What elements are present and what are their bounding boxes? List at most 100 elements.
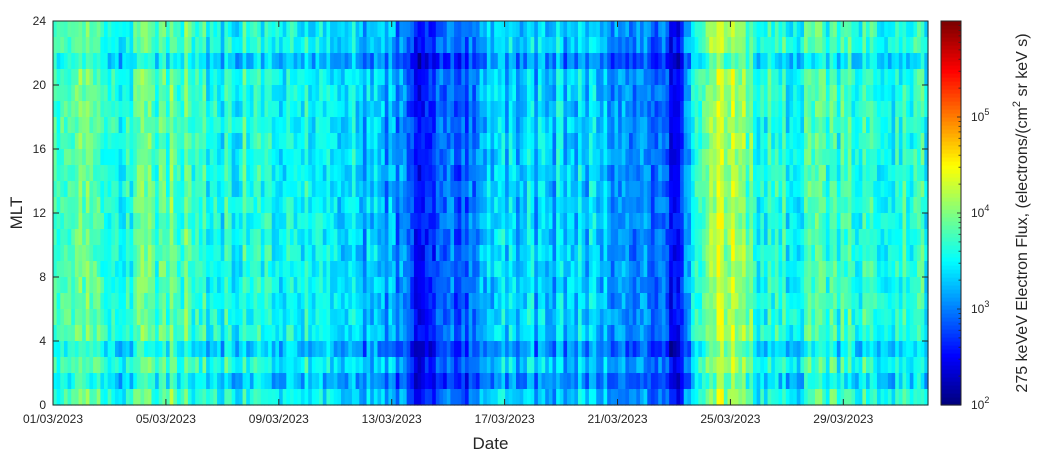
heatmap-cell [559, 85, 565, 102]
heatmap-cell [341, 245, 346, 262]
heatmap-cell [129, 21, 134, 38]
heatmap-cell [206, 165, 211, 182]
heatmap-cell [279, 117, 284, 134]
heatmap-cell [341, 133, 346, 150]
heatmap-cell [654, 117, 659, 134]
heatmap-cell [530, 37, 535, 54]
heatmap-cell [457, 37, 462, 54]
heatmap-cell [712, 229, 718, 246]
heatmap-cell [669, 373, 674, 390]
heatmap-cell [74, 213, 80, 230]
heatmap-cell [209, 37, 215, 54]
heatmap-cell [67, 181, 72, 198]
heatmap-cell [716, 341, 721, 358]
heatmap-cell [151, 293, 156, 310]
heatmap-cell [676, 357, 681, 374]
heatmap-cell [351, 181, 357, 198]
heatmap-cell [114, 101, 120, 118]
heatmap-cell [82, 373, 87, 390]
heatmap-cell [56, 165, 61, 182]
heatmap-cell [727, 229, 732, 246]
heatmap-cell [570, 261, 575, 278]
heatmap-cell [166, 261, 171, 278]
heatmap-cell [800, 21, 805, 38]
heatmap-cell [220, 101, 225, 118]
heatmap-cell [144, 197, 149, 214]
heatmap-cell [793, 53, 798, 70]
heatmap-cell [381, 69, 386, 86]
heatmap-cell [147, 21, 153, 38]
heatmap-cell [370, 389, 375, 406]
heatmap-cell [228, 389, 233, 406]
heatmap-cell [588, 53, 594, 70]
heatmap-cell [406, 213, 411, 230]
heatmap-cell [486, 181, 492, 198]
heatmap-cell [720, 309, 725, 326]
heatmap-cell [563, 117, 568, 134]
heatmap-cell [359, 325, 364, 342]
heatmap-cell [574, 357, 579, 374]
heatmap-cell [563, 53, 568, 70]
heatmap-cell [625, 293, 630, 310]
heatmap-cell [421, 373, 426, 390]
heatmap-cell [428, 389, 433, 406]
heatmap-cell [348, 373, 353, 390]
heatmap-cell [151, 357, 156, 374]
heatmap-cell [308, 261, 313, 278]
heatmap-cell [669, 325, 674, 342]
heatmap-cell [348, 341, 353, 358]
heatmap-cell [450, 165, 455, 182]
heatmap-cell [89, 69, 94, 86]
heatmap-cell [333, 293, 338, 310]
heatmap-cell [136, 245, 142, 262]
heatmap-cell [180, 325, 185, 342]
heatmap-cell [588, 37, 594, 54]
heatmap-cell [308, 149, 313, 166]
heatmap-cell [683, 389, 688, 406]
heatmap-cell [804, 245, 809, 262]
heatmap-cell [701, 357, 707, 374]
heatmap-cell [78, 133, 83, 150]
heatmap-cell [443, 117, 448, 134]
heatmap-cell [421, 53, 426, 70]
heatmap-cell [195, 277, 200, 294]
heatmap-cell [424, 341, 430, 358]
heatmap-cell [300, 357, 306, 374]
heatmap-cell [457, 53, 462, 70]
heatmap-cell [618, 197, 623, 214]
heatmap-cell [198, 229, 204, 246]
heatmap-cell [403, 213, 408, 230]
heatmap-cell [446, 197, 451, 214]
heatmap-cell [147, 197, 153, 214]
heatmap-cell [734, 293, 740, 310]
heatmap-cell [173, 389, 178, 406]
heatmap-cell [632, 245, 637, 262]
heatmap-cell [187, 293, 193, 310]
heatmap-cell [720, 181, 725, 198]
heatmap-cell [698, 325, 703, 342]
heatmap-cell [756, 389, 761, 406]
heatmap-cell [85, 181, 91, 198]
heatmap-cell [567, 389, 572, 406]
heatmap-cell [304, 85, 309, 102]
heatmap-cell [629, 245, 634, 262]
heatmap-cell [472, 373, 477, 390]
heatmap-cell [198, 373, 204, 390]
heatmap-cell [289, 341, 295, 358]
heatmap-cell [370, 101, 375, 118]
heatmap-cell [173, 309, 178, 326]
heatmap-cell [691, 293, 696, 310]
heatmap-cell [209, 341, 215, 358]
heatmap-cell [359, 85, 364, 102]
heatmap-cell [778, 293, 783, 310]
heatmap-cell [625, 325, 630, 342]
heatmap-cell [304, 133, 309, 150]
heatmap-cell [497, 21, 503, 38]
heatmap-cell [271, 37, 276, 54]
heatmap-cell [581, 245, 586, 262]
heatmap-cell [82, 197, 87, 214]
heatmap-cell [257, 309, 262, 326]
heatmap-cell [516, 181, 521, 198]
heatmap-cell [166, 133, 171, 150]
heatmap-cell [552, 373, 557, 390]
